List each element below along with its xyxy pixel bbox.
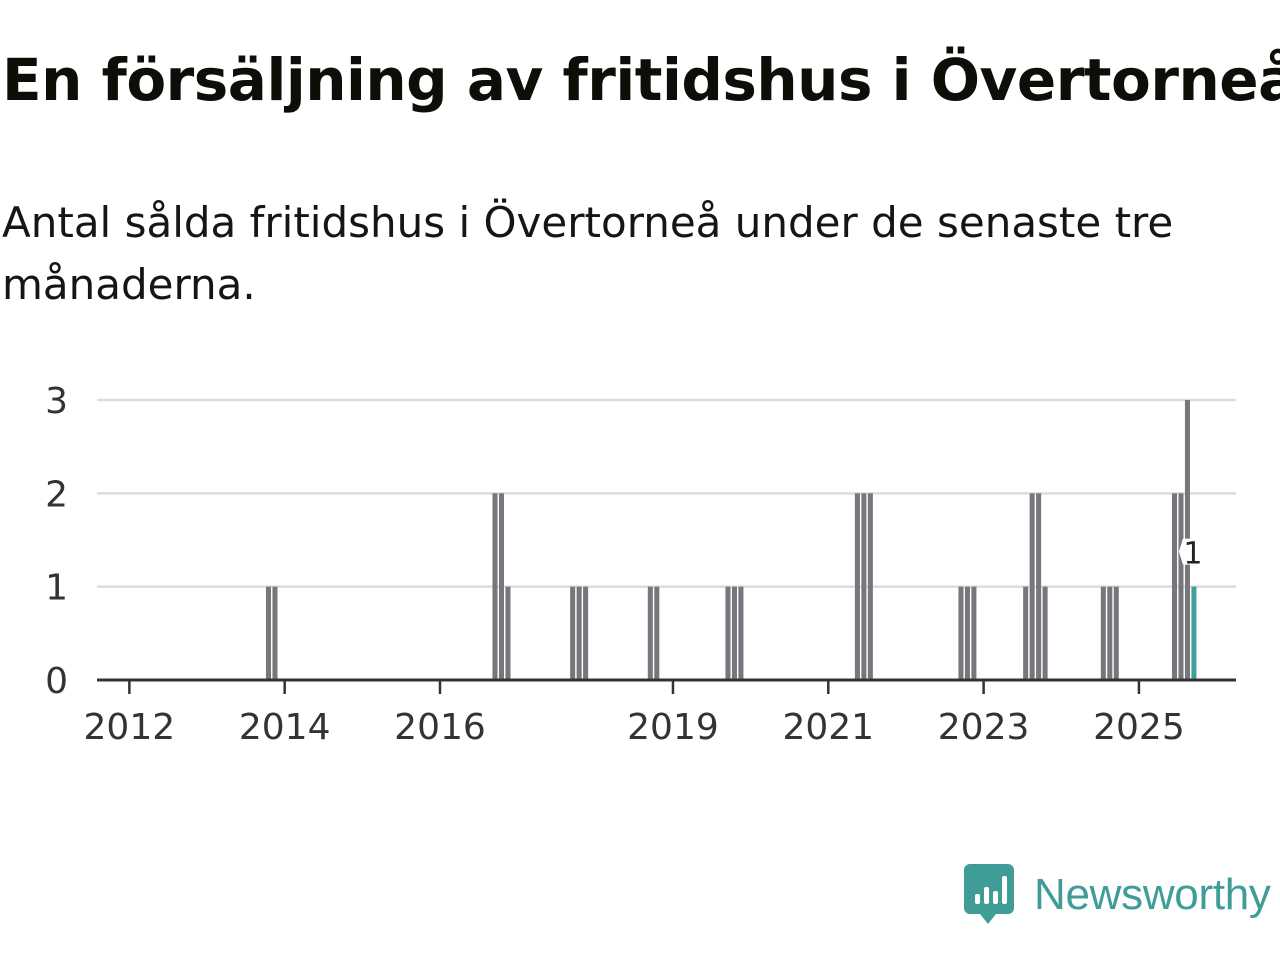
bar-highlight [1191,586,1197,680]
bar [492,493,498,680]
bar [647,586,653,680]
bar [867,493,873,680]
grid-lines [97,398,1236,588]
bar [505,586,511,680]
y-tick-label-2: 2 [45,474,68,515]
bar [1029,493,1035,680]
bar [1100,586,1106,680]
bar [570,586,576,680]
x-tick-label-2023: 2023 [938,707,1030,748]
bar [854,493,860,680]
chart-title: En försäljning av fritidshus i Övertorne… [2,46,1280,114]
y-tick-label-3: 3 [45,381,68,422]
annotations: 1 [1178,537,1204,572]
bar [971,586,977,680]
x-axis [97,678,1236,694]
newsworthy-logo-icon [964,864,1014,924]
bar [731,586,737,680]
x-tick-label-2021: 2021 [782,707,874,748]
bar [576,586,582,680]
y-axis-labels: 0 1 2 3 [45,381,68,702]
bar [1107,586,1113,680]
bar [738,586,744,680]
y-tick-label-0: 0 [45,661,68,702]
bar [1113,586,1119,680]
x-tick-label-2025: 2025 [1093,707,1185,748]
x-tick-label-2019: 2019 [627,707,719,748]
bar [1178,493,1184,680]
x-axis-labels: 2012 2014 2016 2019 2021 2023 2025 [84,707,1185,748]
bar [265,586,272,680]
bar [1036,493,1042,680]
chart-subtitle: Antal sålda fritidshus i Övertorneå unde… [2,198,1174,309]
bar [1042,586,1048,680]
bar [583,586,589,680]
bar [725,586,731,680]
bar [964,586,970,680]
bars [265,400,1197,680]
bar [654,586,660,680]
bar [958,586,964,680]
data-label: 1 [1183,537,1202,572]
bar [1171,493,1178,680]
x-tick-label-2014: 2014 [239,707,331,748]
brand-name: Newsworthy [1034,870,1271,919]
bar-chart: 0 1 2 3 2012 2014 2016 2019 2021 2023 2025 1 [45,381,1236,748]
x-tick-label-2016: 2016 [394,707,486,748]
newsworthy-logo: Newsworthy [964,864,1271,926]
bar [272,586,278,680]
bar [1023,586,1029,680]
data-label-box [1178,538,1204,565]
y-tick-label-1: 1 [45,568,68,609]
bar [861,493,867,680]
x-tick-label-2012: 2012 [84,707,176,748]
bar [498,493,504,680]
